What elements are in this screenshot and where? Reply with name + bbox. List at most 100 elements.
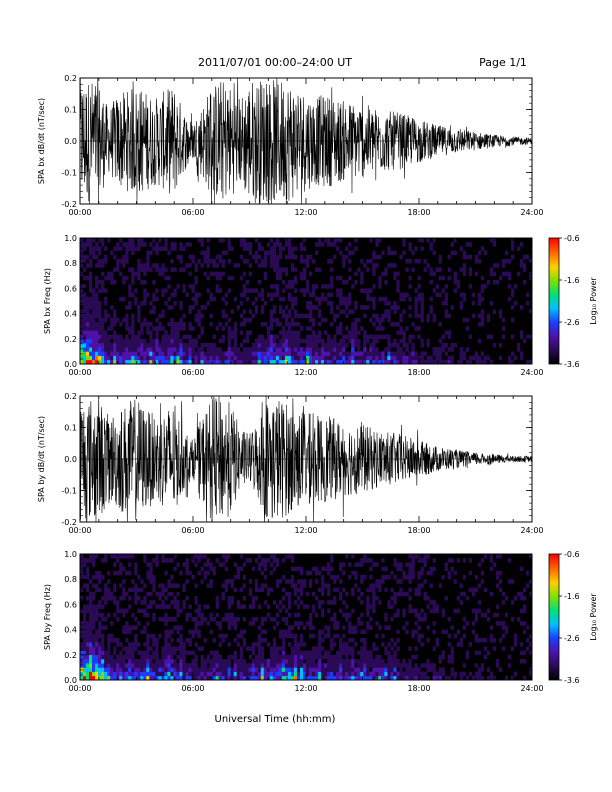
- spectrogram-cell: [315, 579, 319, 584]
- spectrogram-cell: [161, 654, 165, 660]
- spectrogram-cell: [251, 566, 256, 572]
- spectrogram-cell: [522, 650, 527, 656]
- spectrogram-cell: [167, 322, 171, 327]
- spectrogram-cell: [83, 654, 87, 660]
- spectrogram-cell: [140, 355, 144, 361]
- spectrogram-cell: [95, 629, 99, 635]
- spectrogram-cell: [215, 326, 219, 331]
- spectrogram-cell: [188, 263, 192, 268]
- spectrogram-cell: [209, 675, 213, 681]
- spectrogram-cell: [242, 359, 247, 365]
- spectrogram-cell: [327, 355, 331, 361]
- spectrogram-cell: [302, 650, 307, 656]
- spectrogram-cell: [101, 646, 105, 651]
- spectrogram-cell: [351, 638, 355, 643]
- spectrogram-cell: [122, 359, 126, 365]
- spectrogram-cell: [290, 317, 295, 323]
- spectrogram-cell: [155, 359, 159, 365]
- spectrogram-cell: [152, 263, 156, 268]
- spectrogram-cell: [80, 575, 84, 580]
- x-tick-label: 06:00: [181, 208, 204, 217]
- spectrogram-cell: [170, 583, 174, 588]
- spectrogram-cell: [372, 667, 376, 672]
- spectrogram-cell: [179, 317, 183, 323]
- spectrogram-cell: [281, 671, 286, 677]
- spectrogram-cell: [411, 654, 415, 660]
- spectrogram-cell: [269, 617, 274, 622]
- spectrogram-cell: [89, 284, 93, 289]
- spectrogram-cell: [89, 338, 93, 344]
- spectrogram-cell: [149, 267, 153, 272]
- spectrogram-cell: [342, 263, 346, 268]
- spectrogram-cell: [357, 650, 361, 656]
- spectrogram-cell: [315, 347, 319, 352]
- spectrogram-cell: [95, 612, 99, 618]
- spectrogram-cell: [369, 259, 373, 264]
- spectrogram-cell: [227, 355, 231, 361]
- spectrogram-cell: [462, 625, 466, 630]
- spectrogram-cell: [188, 271, 192, 277]
- spectrogram-cell: [200, 566, 204, 572]
- spectrogram-cell: [333, 579, 337, 584]
- spectrogram-cell: [233, 654, 237, 660]
- spectrogram-cell: [360, 667, 364, 672]
- spectrogram-cell: [104, 351, 108, 356]
- spectrogram-cell: [393, 558, 397, 563]
- spectrogram-cell: [360, 621, 364, 626]
- spectrogram-cell: [384, 267, 388, 272]
- spectrogram-cell: [290, 322, 295, 327]
- spectrogram-cell: [357, 347, 361, 352]
- spectrogram-cell: [98, 259, 102, 264]
- spectrogram-cell: [296, 322, 301, 327]
- page-number: Page 1/1: [479, 56, 527, 69]
- spectrogram-cell: [411, 629, 415, 635]
- spectrogram-cell: [269, 326, 274, 331]
- spectrogram-cell: [269, 259, 274, 264]
- spectrogram-cell: [393, 575, 397, 580]
- spectrogram-cell: [375, 579, 379, 584]
- spectrogram-cell: [110, 347, 114, 352]
- spectrogram-cell: [483, 355, 488, 361]
- spectrogram-cell: [89, 646, 93, 651]
- spectrogram-cell: [438, 351, 442, 356]
- spectrogram-cell: [471, 301, 476, 306]
- spectrogram-cell: [263, 355, 268, 361]
- spectrogram-cell: [330, 654, 334, 660]
- spectrogram-cell: [179, 654, 183, 660]
- spectrogram-cell: [260, 562, 265, 567]
- spectrogram-cell: [164, 338, 168, 344]
- spectrogram-cell: [215, 288, 219, 293]
- spectrogram-cell: [336, 654, 340, 660]
- spectrogram-cell: [495, 583, 500, 588]
- spectrogram-cell: [372, 663, 376, 668]
- spectrogram-cell: [206, 659, 210, 664]
- spectrogram-cell: [80, 562, 84, 567]
- spectrogram-cell: [98, 305, 102, 310]
- spectrogram-cell: [372, 659, 376, 664]
- spectrogram-cell: [239, 292, 244, 298]
- spectrogram-cell: [287, 330, 292, 335]
- spectrogram-cell: [110, 596, 114, 601]
- spectrogram-cell: [158, 633, 162, 639]
- spectrogram-cell: [125, 671, 129, 677]
- spectrogram-cell: [239, 667, 244, 672]
- spectrogram-cell: [173, 351, 177, 356]
- spectrogram-cell: [357, 621, 361, 626]
- spectrogram-cell: [107, 570, 111, 576]
- spectrogram-cell: [513, 284, 518, 289]
- spectrogram-cell: [146, 259, 150, 264]
- spectrogram-cell: [483, 359, 488, 365]
- spectrogram-cell: [245, 671, 250, 677]
- spectrogram-cell: [230, 359, 234, 365]
- spectrogram-cell: [296, 675, 301, 681]
- spectrogram-cell: [170, 663, 174, 668]
- spectrogram-cell: [432, 313, 436, 319]
- spectrogram-cell: [116, 246, 120, 251]
- spectrogram-cell: [275, 254, 280, 260]
- spectrogram-cell: [107, 642, 111, 647]
- spectrogram-cell: [287, 280, 292, 285]
- spectrogram-cell: [143, 271, 147, 277]
- spectrogram-cell: [242, 288, 247, 293]
- spectrogram-cell: [489, 301, 494, 306]
- spectrogram-cell: [158, 604, 162, 609]
